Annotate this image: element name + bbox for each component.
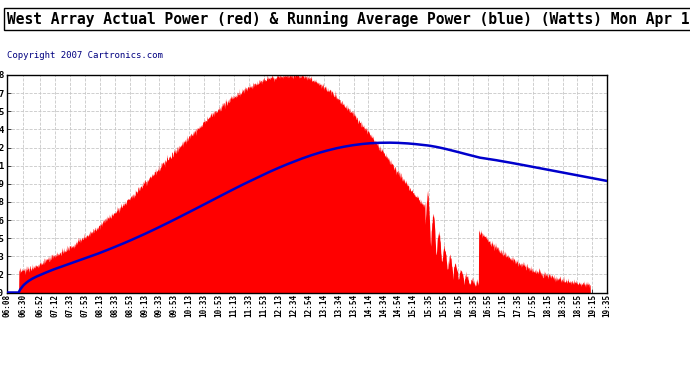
Text: West Array Actual Power (red) & Running Average Power (blue) (Watts) Mon Apr 16 : West Array Actual Power (red) & Running … (7, 11, 690, 27)
Text: Copyright 2007 Cartronics.com: Copyright 2007 Cartronics.com (7, 51, 163, 60)
